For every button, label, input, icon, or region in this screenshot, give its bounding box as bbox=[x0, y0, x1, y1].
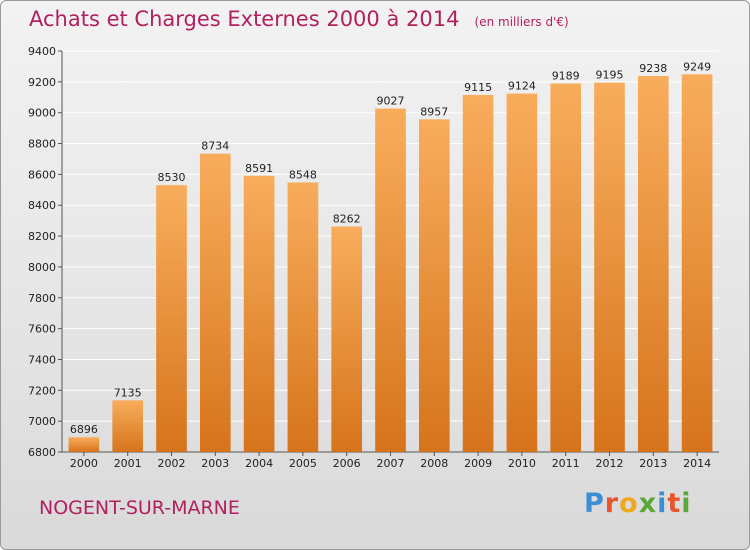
value-label: 8262 bbox=[333, 213, 361, 226]
y-tick-label: 7400 bbox=[28, 353, 56, 366]
chart-title-unit: (en milliers d'€) bbox=[474, 15, 569, 29]
y-tick-label: 8800 bbox=[28, 138, 56, 151]
x-tick-label: 2012 bbox=[596, 457, 624, 470]
chart-title-main: Achats et Charges Externes 2000 à 2014 bbox=[29, 7, 460, 31]
y-tick-label: 7200 bbox=[28, 384, 56, 397]
bar bbox=[418, 119, 450, 453]
logo-letter: t bbox=[667, 488, 682, 519]
y-tick-label: 8200 bbox=[28, 230, 56, 243]
x-tick-label: 2007 bbox=[377, 457, 405, 470]
value-label: 8548 bbox=[289, 168, 317, 181]
x-tick-label: 2003 bbox=[201, 457, 229, 470]
value-label: 6896 bbox=[70, 423, 98, 436]
value-label: 9189 bbox=[552, 70, 580, 83]
bar bbox=[637, 75, 669, 452]
y-tick-label: 9000 bbox=[28, 107, 56, 120]
value-label: 8734 bbox=[201, 140, 229, 153]
value-label: 9115 bbox=[464, 81, 492, 94]
labels: 6800 7000 7200 7400 7600 7800 8000 8200 8400 8600… bbox=[28, 45, 711, 470]
x-tick-label: 2013 bbox=[639, 457, 667, 470]
bar bbox=[594, 82, 625, 452]
value-label: 9195 bbox=[596, 69, 624, 82]
logo-letter: o bbox=[619, 488, 639, 519]
value-label: 9249 bbox=[683, 60, 711, 73]
bar bbox=[506, 93, 538, 453]
bar bbox=[331, 226, 363, 452]
x-tick-label: 2014 bbox=[683, 457, 711, 470]
value-label: 9238 bbox=[639, 62, 667, 75]
x-tick-label: 2005 bbox=[289, 457, 317, 470]
x-tick-label: 2001 bbox=[114, 457, 142, 470]
value-label: 9124 bbox=[508, 80, 536, 93]
bar bbox=[287, 182, 319, 453]
x-tick-label: 2002 bbox=[158, 457, 186, 470]
x-tick-label: 2011 bbox=[552, 457, 580, 470]
value-label: 8530 bbox=[158, 171, 186, 184]
y-tick-label: 9200 bbox=[28, 76, 56, 89]
bar bbox=[243, 175, 275, 452]
bar bbox=[199, 153, 231, 452]
y-tick-label: 7600 bbox=[28, 323, 56, 336]
logo-letter: P bbox=[584, 488, 605, 519]
bar bbox=[68, 437, 100, 452]
logo-letter: x bbox=[638, 488, 658, 519]
x-tick-label: 2010 bbox=[508, 457, 536, 470]
x-tick-label: 2008 bbox=[420, 457, 448, 470]
chart-title: Achats et Charges Externes 2000 à 2014 (… bbox=[29, 7, 569, 31]
bar bbox=[550, 83, 582, 452]
bar bbox=[112, 400, 144, 452]
bar bbox=[462, 94, 494, 452]
y-tick-label: 7800 bbox=[28, 292, 56, 305]
proxiti-logo: Proxiti bbox=[584, 488, 692, 519]
bars bbox=[68, 74, 713, 453]
value-label: 7135 bbox=[114, 386, 142, 399]
bar bbox=[375, 108, 406, 452]
location-label: NOGENT-SUR-MARNE bbox=[39, 497, 240, 519]
x-tick-label: 2009 bbox=[464, 457, 492, 470]
y-tick-label: 6800 bbox=[28, 446, 56, 459]
bar bbox=[681, 74, 713, 452]
y-tick-label: 8000 bbox=[28, 261, 56, 274]
x-tick-label: 2006 bbox=[333, 457, 361, 470]
value-label: 8591 bbox=[245, 162, 273, 175]
logo-letter: r bbox=[604, 488, 620, 519]
logo-letter: i bbox=[657, 488, 668, 519]
value-label: 8957 bbox=[420, 105, 448, 118]
bar bbox=[156, 185, 187, 452]
y-tick-label: 8400 bbox=[28, 199, 56, 212]
x-tick-label: 2000 bbox=[70, 457, 98, 470]
y-tick-label: 8600 bbox=[28, 168, 56, 181]
logo-letter: i bbox=[681, 488, 692, 519]
y-tick-label: 9400 bbox=[28, 45, 56, 58]
x-tick-label: 2004 bbox=[245, 457, 273, 470]
value-label: 9027 bbox=[377, 95, 405, 108]
y-tick-label: 7000 bbox=[28, 415, 56, 428]
